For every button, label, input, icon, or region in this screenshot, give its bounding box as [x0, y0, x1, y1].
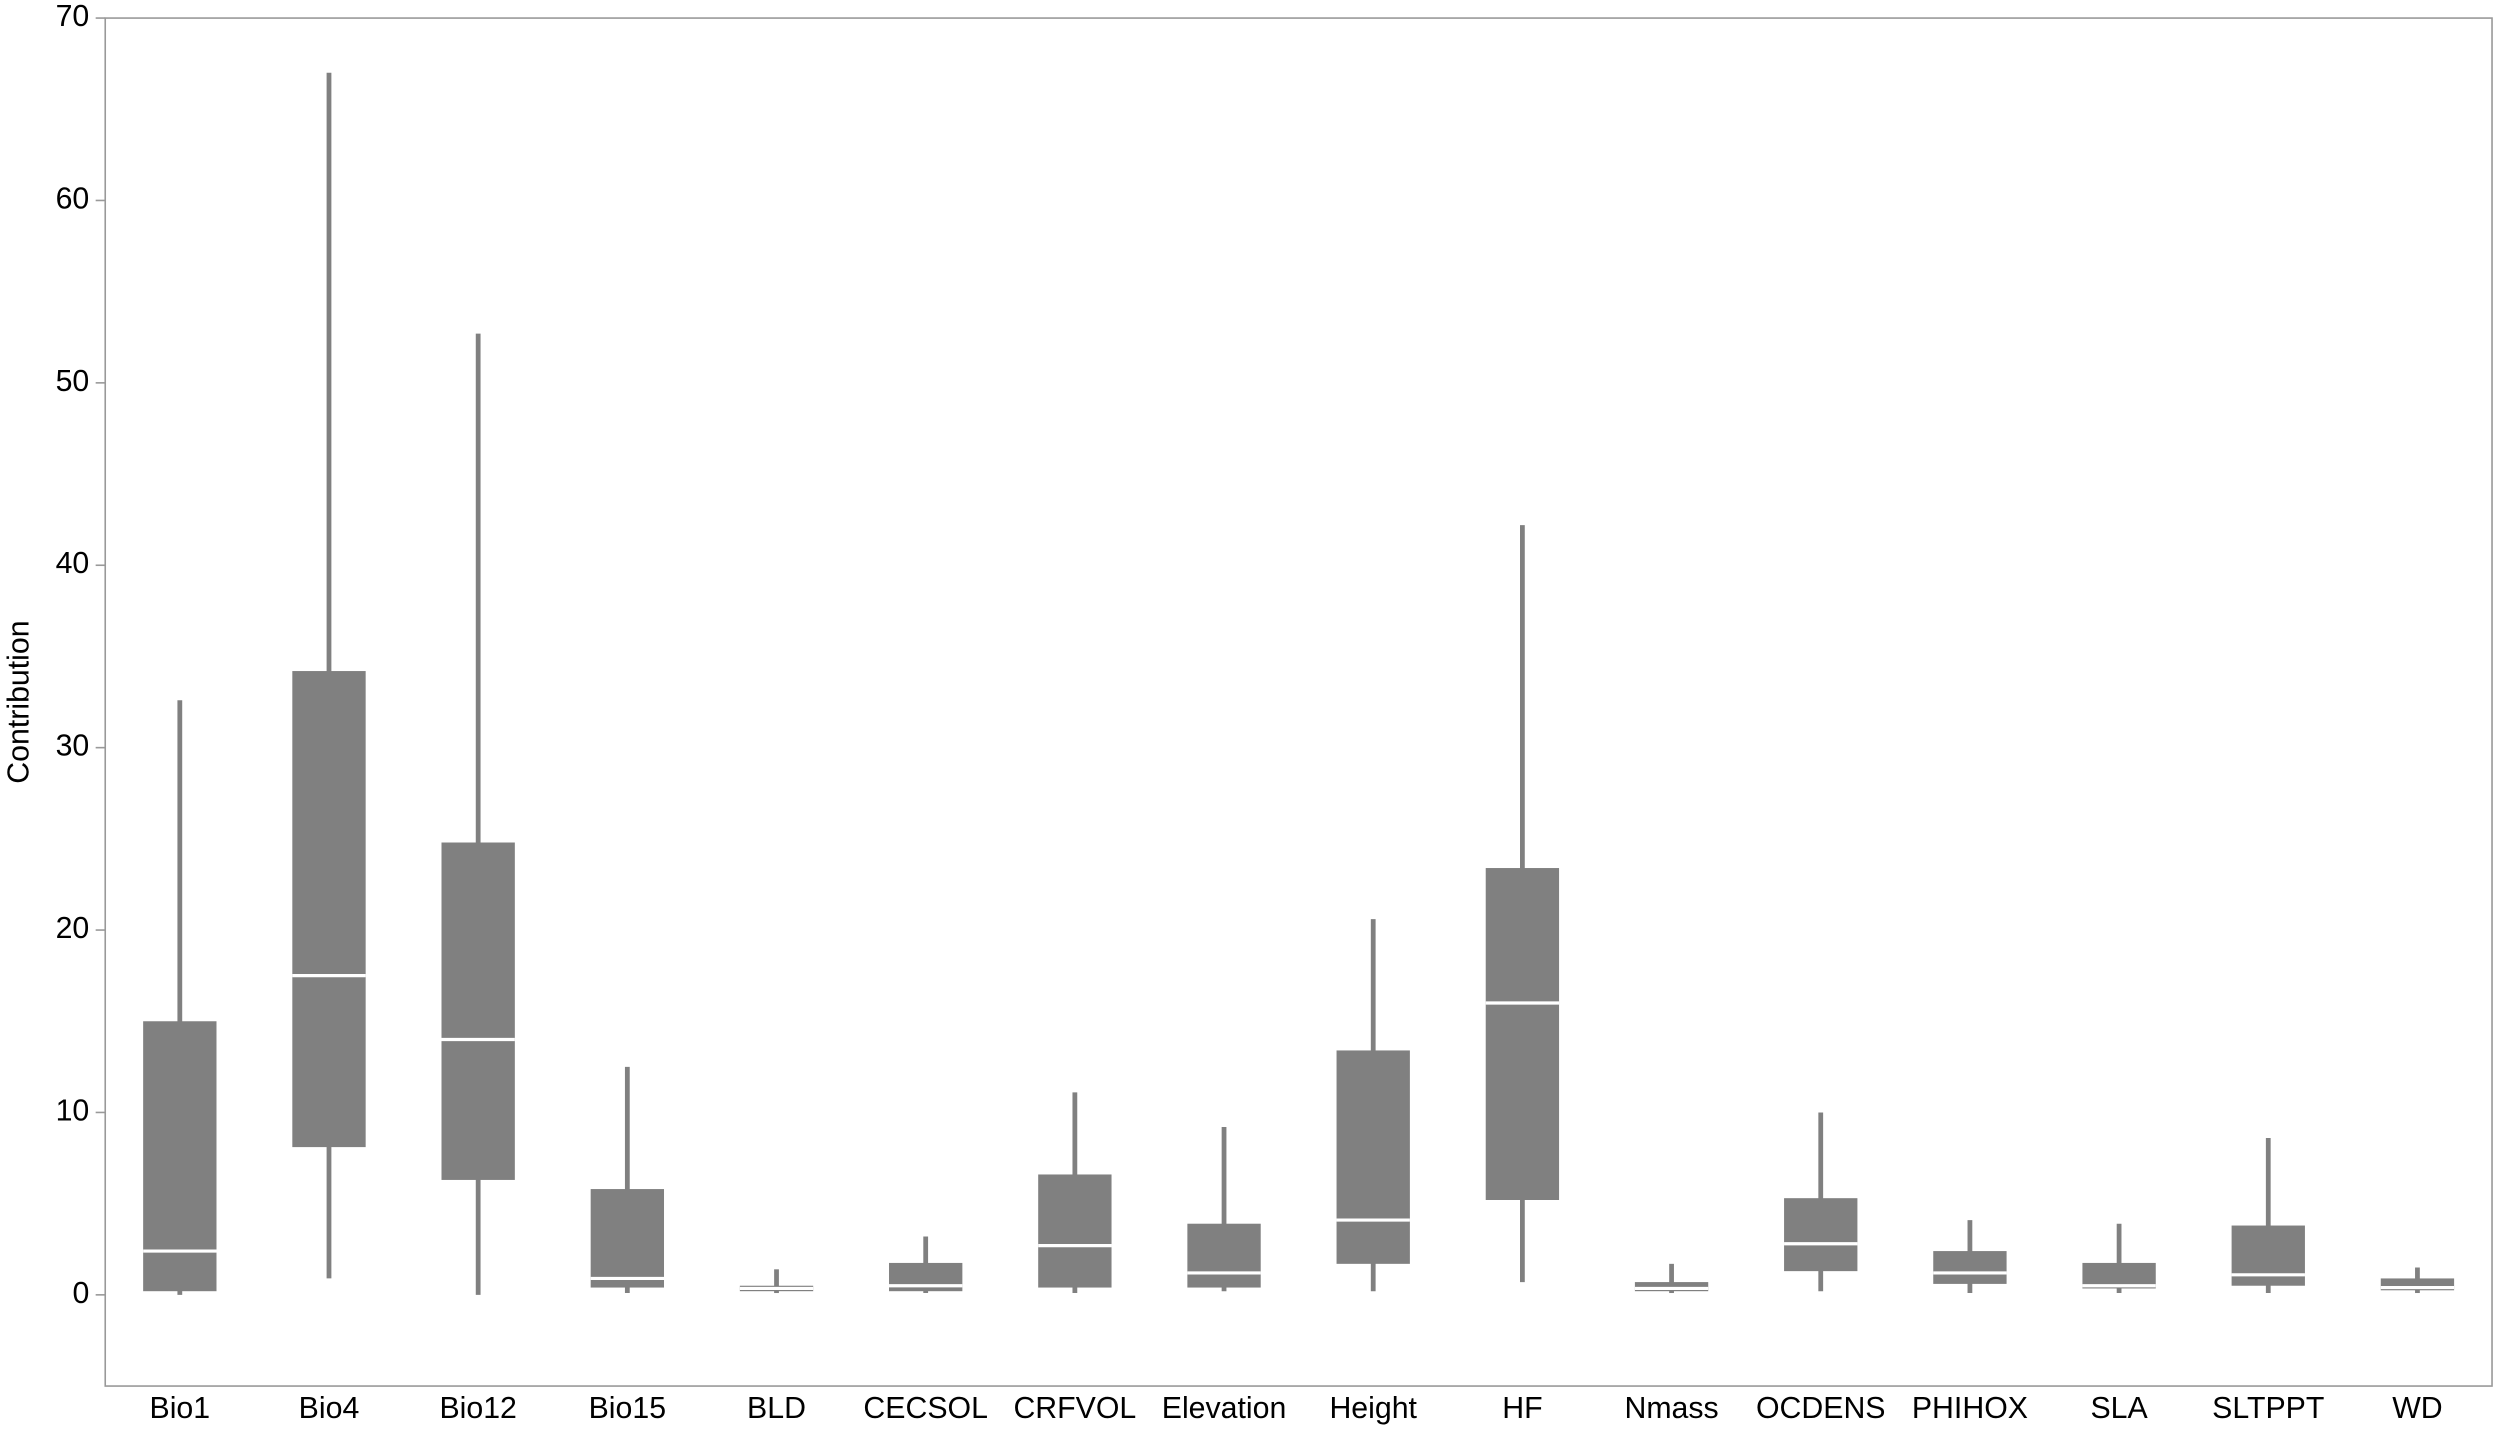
x-tick-label: CECSOL	[863, 1392, 988, 1425]
x-tick-label: Bio12	[439, 1392, 516, 1425]
x-tick-label: SLA	[2090, 1392, 2148, 1425]
box	[1634, 1282, 1709, 1292]
y-tick-label: 40	[56, 547, 90, 580]
box	[1485, 868, 1560, 1201]
box	[2380, 1278, 2455, 1291]
box	[292, 671, 366, 1148]
plot-frame	[104, 17, 2493, 1387]
x-tick-label: SLTPPT	[2212, 1392, 2324, 1425]
box	[590, 1189, 665, 1288]
box	[1933, 1251, 2007, 1284]
y-tick-label: 0	[72, 1277, 89, 1310]
x-tick-label: Height	[1329, 1392, 1417, 1425]
x-tick-label: Nmass	[1624, 1392, 1718, 1425]
y-axis-label: Contribution	[3, 620, 36, 783]
y-tick-label: 60	[56, 182, 90, 215]
box	[2231, 1225, 2305, 1286]
x-tick-label: Elevation	[1162, 1392, 1287, 1425]
y-tick-label: 50	[56, 365, 90, 398]
y-tick-label: 20	[56, 912, 90, 945]
y-tick-label: 70	[56, 0, 90, 33]
x-tick-label: OCDENS	[1756, 1392, 1886, 1425]
x-tick-label: CRFVOL	[1013, 1392, 1136, 1425]
box	[143, 1021, 217, 1292]
x-tick-label: Bio4	[299, 1392, 360, 1425]
x-tick-label: Bio15	[589, 1392, 666, 1425]
box	[1187, 1223, 1261, 1288]
x-tick-label: WD	[2392, 1392, 2442, 1425]
y-tick-label: 10	[56, 1094, 90, 1127]
x-tick-label: HF	[1502, 1392, 1542, 1425]
x-tick-label: PHIHOX	[1912, 1392, 2028, 1425]
box	[441, 842, 515, 1180]
box	[1038, 1174, 1112, 1288]
x-tick-label: BLD	[747, 1392, 806, 1425]
y-tick-label: 30	[56, 730, 90, 763]
x-tick-label: Bio1	[150, 1392, 211, 1425]
box	[1784, 1198, 1858, 1272]
box	[1336, 1050, 1410, 1264]
